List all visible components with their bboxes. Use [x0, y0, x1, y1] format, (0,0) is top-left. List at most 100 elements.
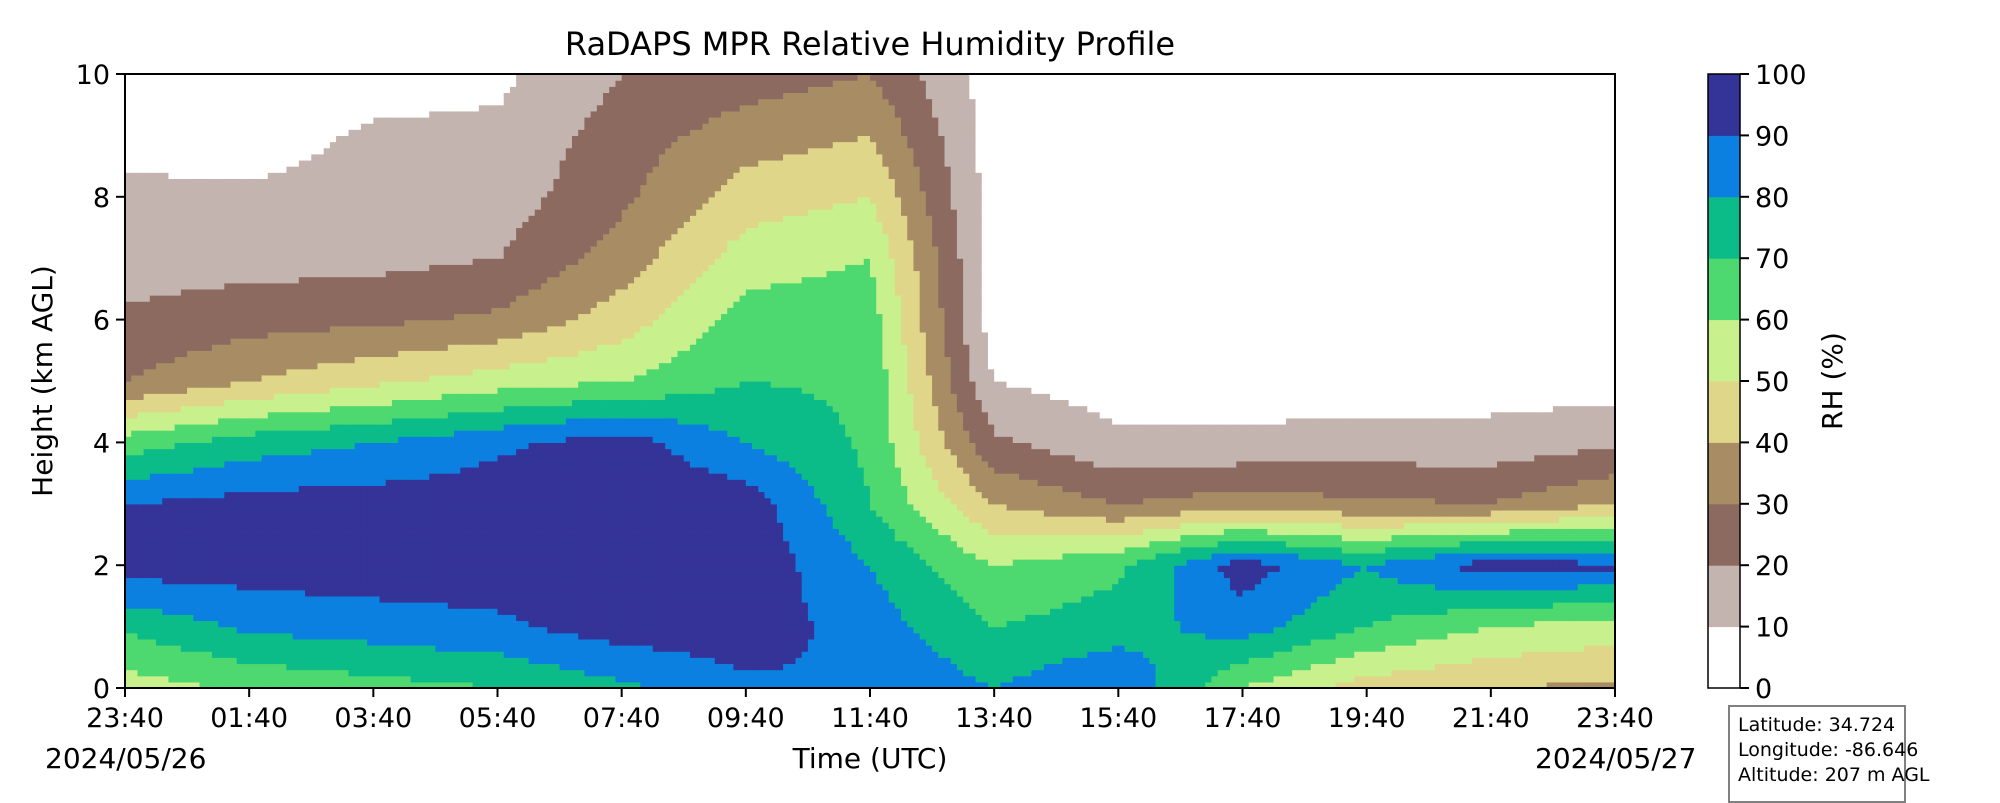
rh-contour-cell — [274, 135, 281, 142]
rh-contour-cell — [206, 166, 213, 173]
rh-contour-cell — [268, 129, 275, 136]
rh-contour-cell — [218, 356, 225, 363]
rh-contour-cell — [336, 178, 343, 185]
rh-contour-cell — [125, 258, 132, 265]
rh-contour-cell — [144, 528, 151, 535]
rh-contour-cell — [231, 565, 238, 572]
rh-contour-cell — [317, 277, 324, 284]
rh-contour-cell — [404, 516, 411, 523]
rh-contour-cell — [193, 295, 200, 302]
rh-contour-cell — [125, 197, 132, 204]
rh-contour-cell — [373, 571, 380, 578]
rh-contour-cell — [429, 369, 436, 376]
rh-contour-cell — [131, 399, 138, 406]
rh-contour-cell — [305, 627, 312, 634]
rh-contour-cell — [144, 461, 151, 468]
rh-contour-cell — [411, 442, 418, 449]
rh-contour-cell — [131, 461, 138, 468]
rh-contour-cell — [305, 461, 312, 468]
rh-contour-cell — [175, 301, 182, 308]
rh-contour-cell — [423, 86, 430, 93]
rh-contour-cell — [156, 620, 163, 627]
rh-contour-cell — [255, 449, 262, 456]
rh-contour-cell — [342, 356, 349, 363]
rh-contour-cell — [193, 105, 200, 112]
rh-contour-cell — [386, 209, 393, 216]
rh-contour-cell — [200, 228, 207, 235]
rh-contour-cell — [417, 620, 424, 627]
rh-contour-cell — [417, 436, 424, 443]
rh-contour-cell — [243, 467, 250, 474]
rh-contour-cell — [429, 326, 436, 333]
rh-contour-cell — [200, 590, 207, 597]
rh-contour-cell — [243, 455, 250, 462]
rh-contour-cell — [411, 608, 418, 615]
rh-contour-cell — [262, 528, 269, 535]
rh-contour-cell — [330, 541, 337, 548]
rh-contour-cell — [286, 326, 293, 333]
rh-contour-cell — [150, 350, 157, 357]
rh-contour-cell — [218, 399, 225, 406]
rh-contour-cell — [367, 80, 374, 87]
rh-contour-cell — [200, 406, 207, 413]
rh-contour-cell — [373, 663, 380, 670]
rh-contour-cell — [293, 240, 300, 247]
rh-contour-cell — [404, 620, 411, 627]
rh-contour-cell — [429, 277, 436, 284]
rh-contour-cell — [156, 178, 163, 185]
rh-contour-cell — [280, 504, 287, 511]
rh-contour-cell — [224, 571, 231, 578]
rh-contour-cell — [411, 252, 418, 259]
rh-contour-cell — [404, 553, 411, 560]
rh-contour-cell — [255, 516, 262, 523]
rh-contour-cell — [237, 111, 244, 118]
rh-contour-cell — [293, 178, 300, 185]
rh-contour-cell — [237, 105, 244, 112]
rh-contour-cell — [193, 289, 200, 296]
rh-contour-cell — [150, 596, 157, 603]
rh-contour-cell — [125, 166, 132, 173]
rh-contour-cell — [367, 246, 374, 253]
rh-contour-cell — [156, 252, 163, 259]
rh-contour-cell — [131, 577, 138, 584]
rh-contour-cell — [218, 633, 225, 640]
rh-contour-cell — [212, 350, 219, 357]
rh-contour-cell — [150, 240, 157, 247]
rh-contour-cell — [280, 289, 287, 296]
rh-contour-cell — [137, 461, 144, 468]
rh-contour-cell — [144, 553, 151, 560]
rh-contour-cell — [404, 258, 411, 265]
rh-contour-cell — [268, 215, 275, 222]
rh-contour-cell — [330, 369, 337, 376]
rh-contour-cell — [299, 473, 306, 480]
rh-contour-cell — [268, 467, 275, 474]
rh-contour-cell — [311, 375, 318, 382]
rh-contour-cell — [361, 393, 368, 400]
rh-contour-cell — [324, 436, 331, 443]
rh-contour-cell — [150, 320, 157, 327]
rh-contour-cell — [367, 209, 374, 216]
rh-contour-cell — [137, 160, 144, 167]
rh-contour-cell — [305, 584, 312, 591]
rh-contour-cell — [187, 657, 194, 664]
rh-contour-cell — [137, 185, 144, 192]
rh-contour-cell — [137, 559, 144, 566]
rh-contour-cell — [398, 639, 405, 646]
rh-contour-cell — [187, 154, 194, 161]
rh-contour-cell — [386, 148, 393, 155]
rh-contour-cell — [125, 313, 132, 320]
rh-contour-cell — [200, 80, 207, 87]
rh-contour-cell — [367, 326, 374, 333]
rh-contour-cell — [299, 571, 306, 578]
rh-contour-cell — [286, 74, 293, 81]
rh-contour-cell — [429, 111, 436, 118]
rh-contour-cell — [336, 129, 343, 136]
rh-contour-cell — [355, 620, 362, 627]
rh-contour-cell — [404, 498, 411, 505]
rh-contour-cell — [249, 172, 256, 179]
rh-contour-cell — [349, 338, 356, 345]
rh-contour-cell — [168, 528, 175, 535]
rh-contour-cell — [193, 129, 200, 136]
rh-contour-cell — [361, 608, 368, 615]
rh-contour-cell — [231, 571, 238, 578]
